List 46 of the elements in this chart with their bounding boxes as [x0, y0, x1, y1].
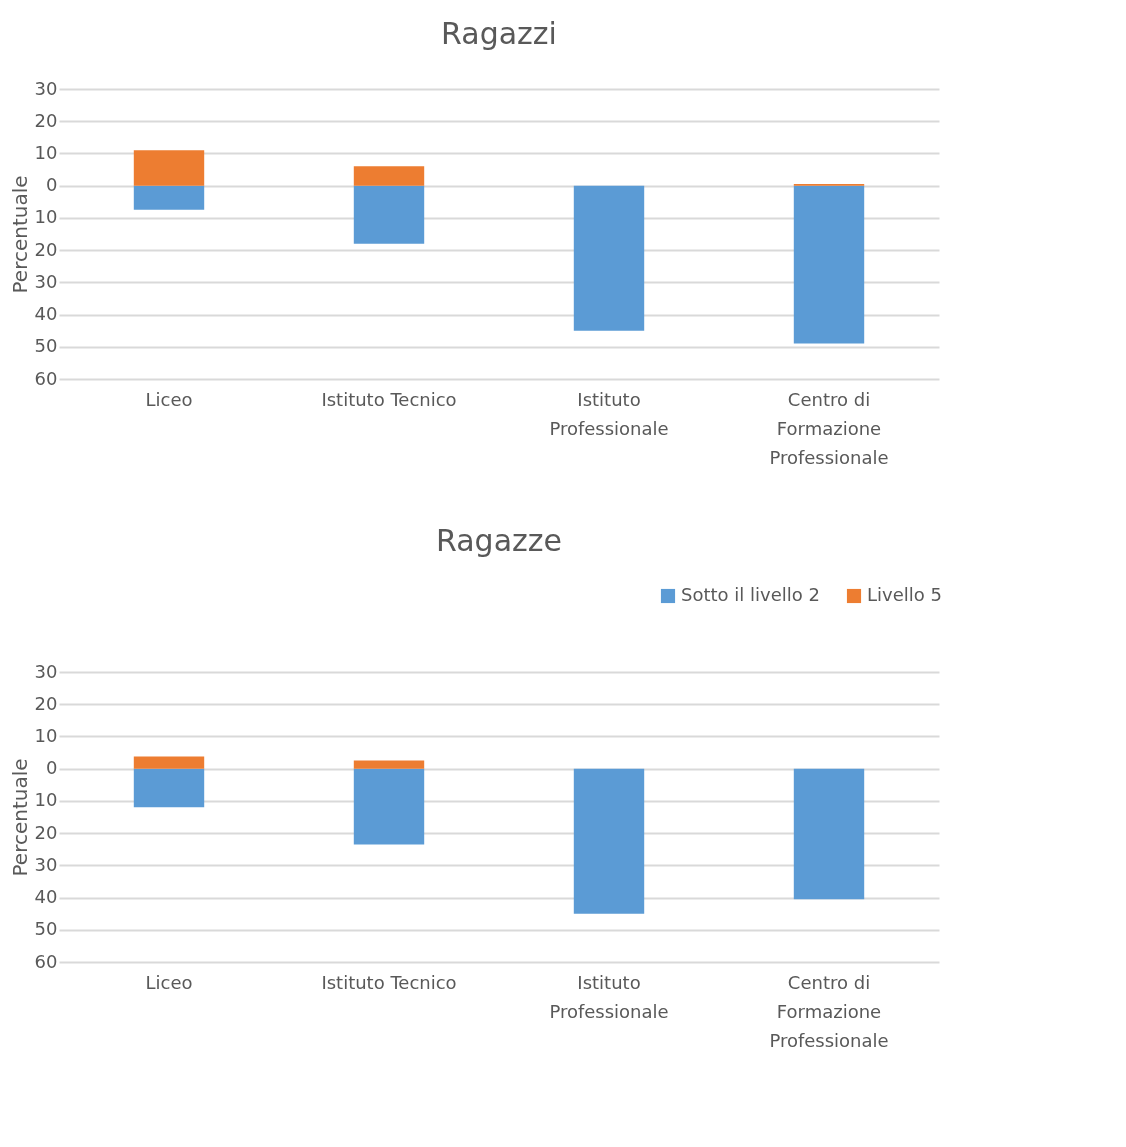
- bar: [133, 150, 205, 186]
- bar: [573, 768, 645, 914]
- y-axis-title: Percentuale: [7, 175, 32, 294]
- bar: [353, 760, 425, 769]
- x-tick-label: Istituto Tecnico: [321, 388, 457, 410]
- y-tick-label: 10: [34, 724, 58, 746]
- y-tick-label: 10: [34, 206, 58, 228]
- bar: [133, 185, 205, 210]
- y-tick-label: 10: [34, 141, 58, 163]
- x-tick-label: Istituto Tecnico: [321, 971, 457, 993]
- x-tick-label: Istituto Professionale: [549, 388, 669, 439]
- y-tick-label: 40: [34, 303, 58, 325]
- bar: [353, 166, 425, 186]
- y-tick-label: 30: [34, 270, 58, 292]
- bar: [573, 185, 645, 331]
- y-tick-label: 30: [34, 853, 58, 875]
- bar: [353, 185, 425, 244]
- y-tick-label: 0: [46, 757, 58, 779]
- bar: [353, 768, 425, 845]
- y-tick-label: 10: [34, 789, 58, 811]
- y-tick-label: 0: [46, 174, 58, 196]
- y-tick-label: 20: [34, 109, 58, 131]
- y-tick-label: 20: [34, 821, 58, 843]
- legend-label: Livello 5: [867, 584, 942, 605]
- y-tick-label: 20: [34, 692, 58, 714]
- y-tick-label: 30: [34, 660, 58, 682]
- y-tick-label: 20: [34, 238, 58, 260]
- bar: [793, 185, 865, 344]
- y-tick-label: 40: [34, 886, 58, 908]
- bar: [133, 756, 205, 769]
- bar: [793, 768, 865, 900]
- x-tick-label: Liceo: [145, 971, 193, 993]
- x-tick-label: Istituto Professionale: [549, 971, 669, 1022]
- y-tick-label: 30: [34, 77, 58, 99]
- y-tick-label: 50: [34, 918, 58, 940]
- x-tick-label: Liceo: [145, 388, 193, 410]
- bar: [133, 768, 205, 808]
- chart-title: Ragazze: [436, 523, 562, 558]
- y-tick-label: 60: [34, 950, 58, 972]
- legend-label: Sotto il livello 2: [681, 584, 820, 605]
- chart-title: Ragazzi: [441, 16, 557, 51]
- y-tick-label: 60: [34, 367, 58, 389]
- x-tick-label: Centro di Formazione Professionale: [769, 971, 889, 1051]
- x-tick-label: Centro di Formazione Professionale: [769, 388, 889, 468]
- y-tick-label: 50: [34, 335, 58, 357]
- y-axis-title: Percentuale: [7, 758, 32, 877]
